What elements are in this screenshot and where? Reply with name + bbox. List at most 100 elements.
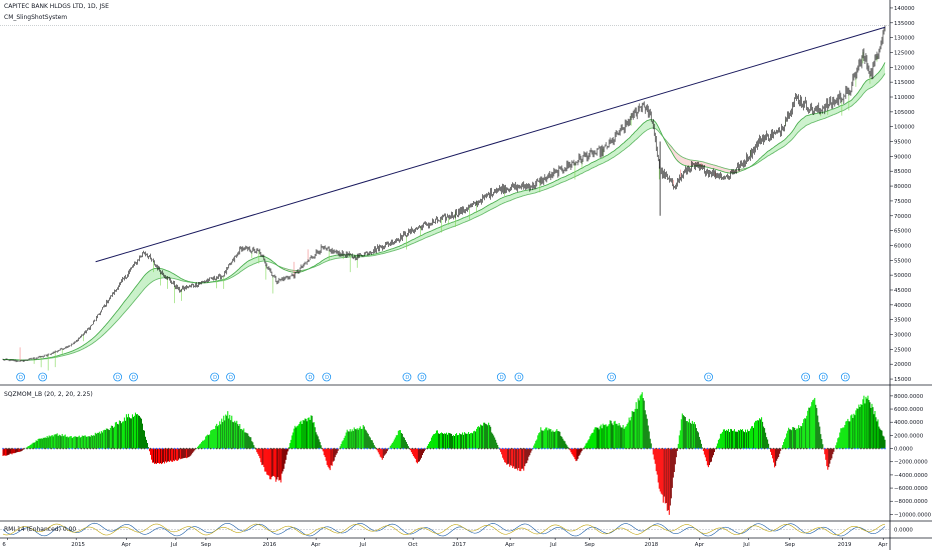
- ema-band-segment: [246, 261, 248, 268]
- ema-band-segment: [114, 313, 116, 324]
- dividend-marker-circle: [226, 372, 235, 382]
- price-tick-label: 120000: [894, 65, 915, 71]
- ema-band-segment: [146, 272, 148, 287]
- ema-band-segment: [99, 331, 101, 339]
- squeeze-dot: [327, 447, 329, 450]
- price-tick-label: 50000: [894, 273, 912, 279]
- squeeze-dot: [71, 447, 74, 450]
- ema-band-segment: [501, 197, 503, 205]
- squeeze-dot: [655, 447, 658, 450]
- squeeze-dot: [739, 447, 742, 450]
- ema-band-segment: [799, 120, 801, 131]
- squeeze-dot: [757, 447, 760, 450]
- dividend-marker-circle: [210, 372, 220, 382]
- ema-band-segment: [805, 115, 807, 126]
- ema-band-segment: [407, 241, 409, 246]
- dividend-marker: D: [514, 372, 524, 382]
- ema-slow-line: [2, 73, 886, 361]
- dividend-marker-label: D: [41, 375, 45, 381]
- squeeze-dot: [324, 447, 326, 450]
- ema-band-segment: [772, 147, 774, 154]
- squeeze-dot: [342, 447, 344, 450]
- ema-band-segment: [778, 143, 780, 150]
- squeeze-dot: [616, 447, 618, 450]
- squeeze-dot: [544, 447, 546, 450]
- ema-band-segment: [98, 332, 100, 340]
- ema-band-segment: [141, 278, 143, 293]
- time-tick-label: Sep: [201, 542, 212, 548]
- sqzmom-tick-label: −4000.0000: [894, 473, 928, 479]
- ema-band-segment: [518, 191, 520, 198]
- ema-band-segment: [620, 145, 622, 153]
- ema-band-segment: [149, 270, 151, 284]
- price-tick-label: 80000: [894, 184, 912, 190]
- squeeze-dot: [592, 447, 594, 450]
- squeeze-dot: [787, 447, 790, 450]
- ema-band-segment: [708, 163, 710, 168]
- ema-band-segment: [586, 165, 588, 171]
- ema-band-segment: [719, 166, 721, 171]
- ema-band-segment: [443, 225, 445, 231]
- squeeze-dot: [727, 447, 730, 450]
- squeeze-dot: [667, 447, 670, 450]
- ema-band-segment: [483, 207, 485, 214]
- ema-band-segment: [796, 123, 798, 134]
- ema-band-segment: [459, 219, 461, 225]
- ema-band-segment: [430, 230, 432, 236]
- dividend-marker-label: D: [517, 375, 521, 381]
- ema-band-segment: [795, 124, 797, 136]
- ema-band-segment: [773, 146, 775, 153]
- ema-band-segment: [810, 114, 812, 124]
- ema-band-segment: [864, 81, 866, 92]
- ema-band-segment: [118, 308, 120, 320]
- squeeze-dot: [137, 447, 140, 450]
- ema-band-segment: [785, 137, 787, 146]
- ema-band-segment: [104, 325, 106, 334]
- ema-band-segment: [466, 216, 468, 222]
- ema-band-segment: [565, 175, 567, 181]
- squeeze-dot: [676, 447, 679, 450]
- squeeze-dot: [339, 447, 341, 450]
- ema-band-segment: [788, 134, 790, 143]
- ema-band-segment: [806, 115, 808, 126]
- ema-band-segment: [680, 155, 682, 164]
- ema-band-segment: [497, 199, 499, 207]
- price-tick-label: 105000: [894, 110, 915, 116]
- price-tick-label: 20000: [894, 362, 912, 368]
- ema-band-segment: [812, 114, 814, 123]
- dividend-marker-circle: [38, 372, 48, 382]
- dividend-marker-label: D: [116, 375, 120, 381]
- squeeze-dot: [240, 447, 242, 450]
- ema-band-segment: [846, 102, 848, 109]
- squeeze-dot: [366, 447, 369, 450]
- squeeze-dot: [423, 447, 426, 450]
- ema-band-segment: [556, 179, 558, 185]
- squeeze-dot: [233, 447, 236, 450]
- ema-band-segment: [593, 161, 595, 168]
- ema-band-segment: [883, 62, 885, 76]
- ema-band-segment: [472, 213, 474, 219]
- squeeze-dot: [155, 447, 158, 450]
- squeeze-dot: [255, 447, 257, 450]
- dividend-marker-circle: [704, 372, 713, 382]
- squeeze-dot: [110, 447, 113, 450]
- ema-band-segment: [838, 106, 840, 113]
- squeeze-dot: [760, 447, 763, 450]
- ema-band-segment: [629, 137, 631, 146]
- squeeze-dot: [5, 447, 7, 450]
- squeeze-dot: [790, 447, 793, 450]
- ema-band-segment: [445, 224, 447, 230]
- ema-band-segment: [487, 205, 489, 212]
- squeeze-dot: [568, 447, 570, 450]
- ema-band-segment: [533, 189, 535, 194]
- price-tick-label: 30000: [894, 333, 912, 339]
- ema-band-segment: [331, 256, 333, 260]
- ema-band-segment: [681, 156, 683, 165]
- ema-band-segment: [582, 166, 584, 173]
- squeeze-dot: [820, 447, 823, 450]
- squeeze-dot: [402, 447, 405, 450]
- squeeze-dot: [408, 447, 411, 450]
- ema-band-segment: [637, 128, 639, 139]
- ema-band-segment: [802, 117, 804, 129]
- dividend-marker: D: [496, 372, 506, 382]
